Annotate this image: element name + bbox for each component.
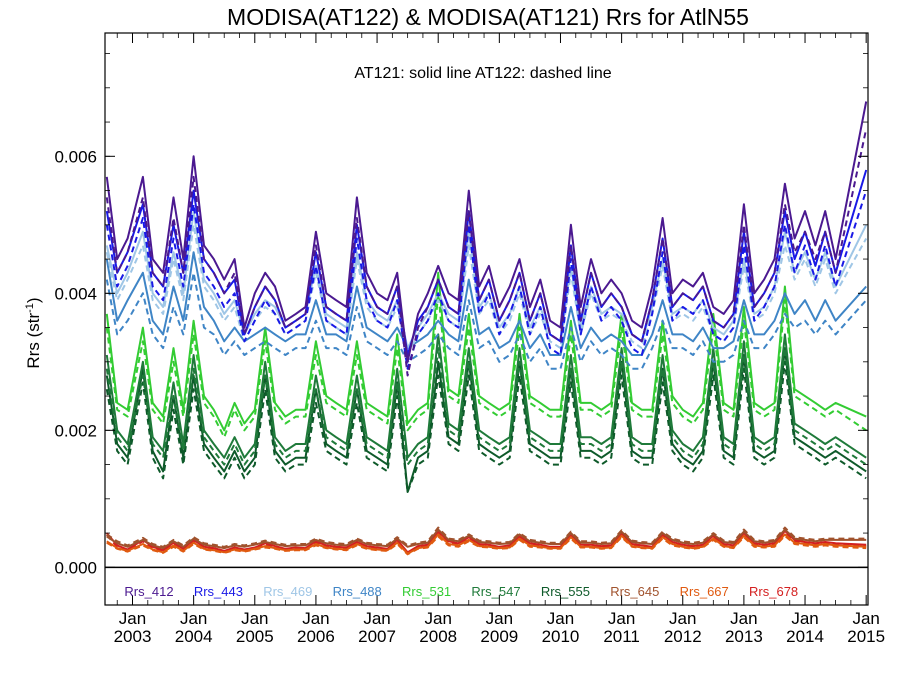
- series-rrs-678-solid: [106, 530, 867, 554]
- x-tick-year-label: 2008: [419, 627, 457, 646]
- y-axis-label-tail: ): [24, 297, 43, 303]
- x-tick-month-label: Jan: [241, 609, 268, 628]
- legend-entry-rrs-531: Rrs_531: [402, 584, 451, 599]
- series-rrs-488-solid: [105, 251, 867, 356]
- series-rrs-547-dashed: [105, 347, 867, 466]
- series-rrs-645-solid: [106, 528, 867, 550]
- series-rrs-645-dashed: [106, 526, 867, 548]
- x-tick-month-label: Jan: [302, 609, 329, 628]
- x-tick-month-label: Jan: [363, 609, 390, 628]
- legend-entry-rrs-555: Rrs_555: [541, 584, 590, 599]
- x-tick-year-label: 2014: [786, 627, 824, 646]
- axes: 0.0000.0020.0040.006Jan2003Jan2004Jan200…: [54, 32, 885, 646]
- x-tick-year-label: 2007: [358, 627, 396, 646]
- x-tick-month-label: Jan: [852, 609, 879, 628]
- x-tick-year-label: 2005: [236, 627, 274, 646]
- legend-entry-rrs-443: Rrs_443: [194, 584, 243, 599]
- chart-title: MODISA(AT122) & MODISA(AT121) Rrs for At…: [227, 4, 749, 30]
- x-tick-year-label: 2006: [297, 627, 335, 646]
- y-axis-label: Rrs (str-1): [24, 297, 43, 368]
- x-tick-year-label: 2004: [175, 627, 213, 646]
- y-axis-label-main: Rrs (str: [24, 313, 43, 369]
- x-tick-month-label: Jan: [547, 609, 574, 628]
- series-rrs-531-dashed: [105, 292, 867, 439]
- legend-entry-rrs-488: Rrs_488: [333, 584, 382, 599]
- y-axis-label-superscript: -1: [24, 303, 36, 313]
- x-tick-month-label: Jan: [119, 609, 146, 628]
- x-tick-year-label: 2003: [114, 627, 152, 646]
- y-tick-label: 0.002: [54, 421, 97, 440]
- series-rrs-488-dashed: [105, 271, 867, 370]
- series-rrs-412-dashed: [105, 128, 868, 377]
- x-tick-month-label: Jan: [608, 609, 635, 628]
- y-tick-label: 0.004: [54, 284, 97, 303]
- legend-entry-rrs-678: Rrs_678: [749, 584, 798, 599]
- y-tick-label: 0.000: [54, 558, 97, 577]
- legend: Rrs_412 Rrs_443 Rrs_469 Rrs_488 Rrs_531 Rrs_5…: [124, 584, 798, 599]
- x-tick-year-label: 2012: [664, 627, 702, 646]
- series-lines: [105, 101, 868, 569]
- x-tick-year-label: 2009: [480, 627, 518, 646]
- x-tick-month-label: Jan: [730, 609, 757, 628]
- series-rrs-412-solid: [105, 101, 868, 363]
- line-style-annotation: AT121: solid line AT122: dashed line: [354, 65, 611, 82]
- series-rrs-443-dashed: [105, 190, 868, 370]
- y-tick-label: 0.006: [54, 147, 97, 166]
- x-tick-year-label: 2010: [542, 627, 580, 646]
- x-tick-year-label: 2015: [847, 627, 885, 646]
- series-rrs-555-dashed: [105, 360, 867, 493]
- series-rrs-469-dashed: [105, 223, 868, 356]
- plot-frame: [104, 32, 869, 606]
- x-tick-month-label: Jan: [669, 609, 696, 628]
- x-tick-month-label: Jan: [424, 609, 451, 628]
- x-tick-month-label: Jan: [486, 609, 513, 628]
- legend-entry-rrs-469: Rrs_469: [263, 584, 312, 599]
- series-rrs-667-dashed: [106, 534, 867, 556]
- x-tick-month-label: Jan: [180, 609, 207, 628]
- x-tick-year-label: 2011: [603, 627, 640, 646]
- legend-entry-rrs-412: Rrs_412: [124, 584, 173, 599]
- legend-entry-rrs-645: Rrs_645: [610, 584, 659, 599]
- x-tick-year-label: 2013: [725, 627, 763, 646]
- x-tick-month-label: Jan: [791, 609, 818, 628]
- legend-entry-rrs-547: Rrs_547: [471, 584, 520, 599]
- legend-entry-rrs-667: Rrs_667: [680, 584, 729, 599]
- plot-area: [105, 101, 868, 569]
